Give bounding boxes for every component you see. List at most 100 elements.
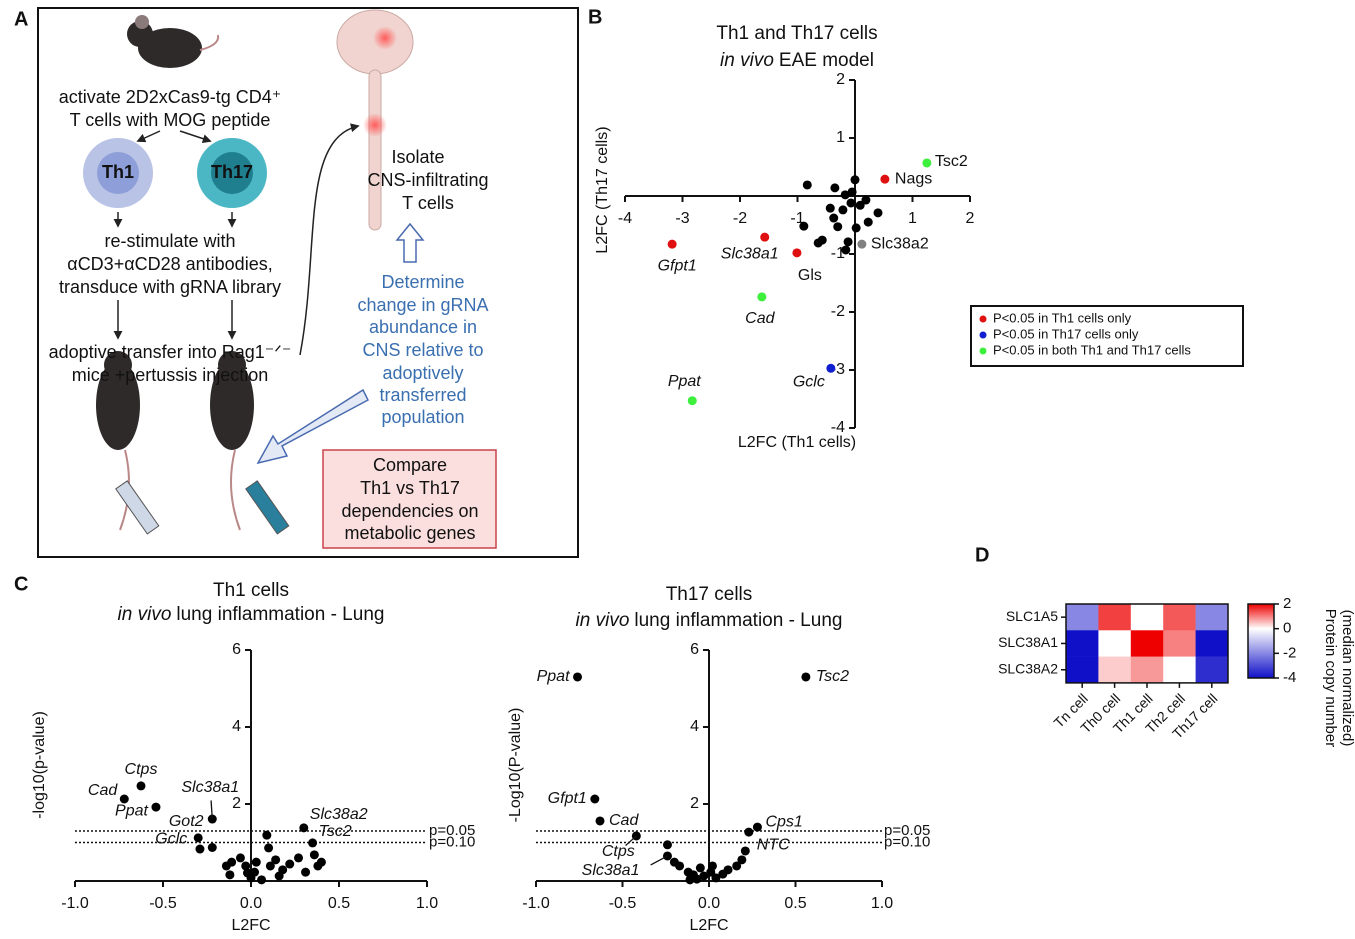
diagram-text: αCD3+αCD28 antibodies, (67, 254, 272, 274)
chart-subtitle: in vivo lung inflammation - Lung (118, 604, 385, 625)
heatmap-cell (1098, 604, 1132, 631)
point (723, 865, 733, 875)
heatmap-cell (1066, 630, 1099, 657)
x-tick-label: 0.0 (240, 895, 262, 912)
illustrations (96, 15, 290, 535)
diagram-text: dependencies on (341, 501, 478, 521)
point (826, 363, 836, 373)
point (692, 874, 702, 884)
point (922, 158, 932, 168)
chart-title: Th1 and Th17 cells (716, 23, 877, 44)
point (863, 217, 873, 227)
heatmap-cell (1066, 604, 1099, 631)
x-tick-label: -2 (733, 210, 747, 227)
point (838, 205, 848, 215)
legend-label: P<0.05 in both Th1 and Th17 cells (993, 342, 1191, 357)
point (757, 292, 767, 302)
y-tick-label: 4 (690, 718, 699, 735)
point-label: NTC (757, 836, 790, 853)
threshold-label: p=0.05 (429, 822, 475, 839)
x-tick-label: 1 (908, 210, 917, 227)
heatmap-cell (1163, 656, 1196, 684)
colorbar-tick-label: -2 (1283, 644, 1296, 661)
point (740, 846, 750, 856)
heatmap-cell (1195, 630, 1229, 657)
panel-a-frame (37, 7, 579, 558)
chart-subtitle: in vivo EAE model (720, 50, 874, 71)
point (850, 175, 860, 185)
point (313, 861, 323, 871)
subtitle-part: in vivo (118, 604, 172, 625)
diagram-text: CNS-infiltrating (367, 170, 488, 190)
point (151, 802, 161, 812)
point-label: Slc38a2 (310, 806, 368, 823)
point (801, 672, 811, 682)
diagram-text: population (381, 407, 464, 427)
threshold-label: p=0.10 (884, 833, 930, 850)
point-label: Slc38a2 (871, 235, 929, 252)
point-label: Gclc (155, 831, 187, 848)
heatmap-cell (1066, 656, 1099, 684)
point-label: Cad (88, 782, 118, 799)
colorbar (1247, 603, 1275, 679)
subtitle-part: in vivo (720, 50, 774, 71)
x-tick-label: -4 (618, 210, 632, 227)
diagram-text: Compare (373, 455, 447, 475)
diagram-text: metabolic genes (344, 523, 475, 543)
point-label: Cad (609, 812, 639, 829)
point-label: Ppat (537, 668, 570, 685)
colorbar-tick-label: 2 (1283, 595, 1291, 612)
point (687, 396, 697, 406)
point (667, 239, 677, 249)
point (833, 222, 843, 232)
diagram-text: adoptive transfer into Rag1⁻ᐟ⁻ (49, 342, 292, 362)
x-tick-label: -3 (675, 210, 689, 227)
legend-label: P<0.05 in Th1 cells only (993, 310, 1132, 325)
x-tick-label: 0.0 (698, 895, 720, 912)
point (257, 875, 267, 885)
point (675, 861, 685, 871)
point (207, 843, 217, 853)
diagram-text: T cells (402, 193, 454, 213)
diagram-text: Isolate (391, 147, 444, 167)
point (855, 200, 865, 210)
diagram-text: re-stimulate with (104, 231, 235, 251)
point (873, 208, 883, 218)
point (274, 871, 284, 881)
heatmap-cell (1098, 630, 1132, 657)
point (250, 867, 260, 877)
chart-title: Th1 cells (213, 580, 289, 601)
x-tick-label: 0.5 (784, 895, 806, 912)
arrows (113, 123, 425, 465)
point (752, 822, 762, 832)
diagram-text: Determine (381, 272, 464, 292)
point (813, 238, 823, 248)
x-tick-label: -0.5 (609, 895, 637, 912)
y-tick-label: 4 (232, 718, 241, 735)
diagram-text: CNS relative to (362, 340, 483, 360)
diagram-text: change in gRNA (357, 295, 488, 315)
point-label: Tsc2 (935, 153, 968, 170)
x-axis-label: L2FC (Th1 cells) (738, 434, 856, 451)
point (299, 823, 309, 833)
threshold-label: p=0.10 (429, 833, 475, 850)
point-label: Ctps (602, 843, 635, 860)
diagram-text: transduce with gRNA library (59, 277, 281, 297)
subtitle-part: lung inflammation - Lung (176, 604, 384, 625)
point (225, 870, 235, 880)
point (241, 861, 251, 871)
point-label: Tsc2 (816, 668, 849, 685)
legend-marker (979, 331, 987, 339)
point (265, 861, 275, 871)
brain (336, 9, 414, 231)
point (262, 830, 272, 840)
heatmap-cell (1195, 656, 1229, 684)
diagram-text: Th17 (211, 162, 253, 182)
point (285, 859, 295, 869)
point (847, 187, 857, 197)
point (760, 232, 770, 242)
leader-line (625, 835, 637, 847)
point (193, 833, 203, 843)
point (235, 853, 245, 863)
